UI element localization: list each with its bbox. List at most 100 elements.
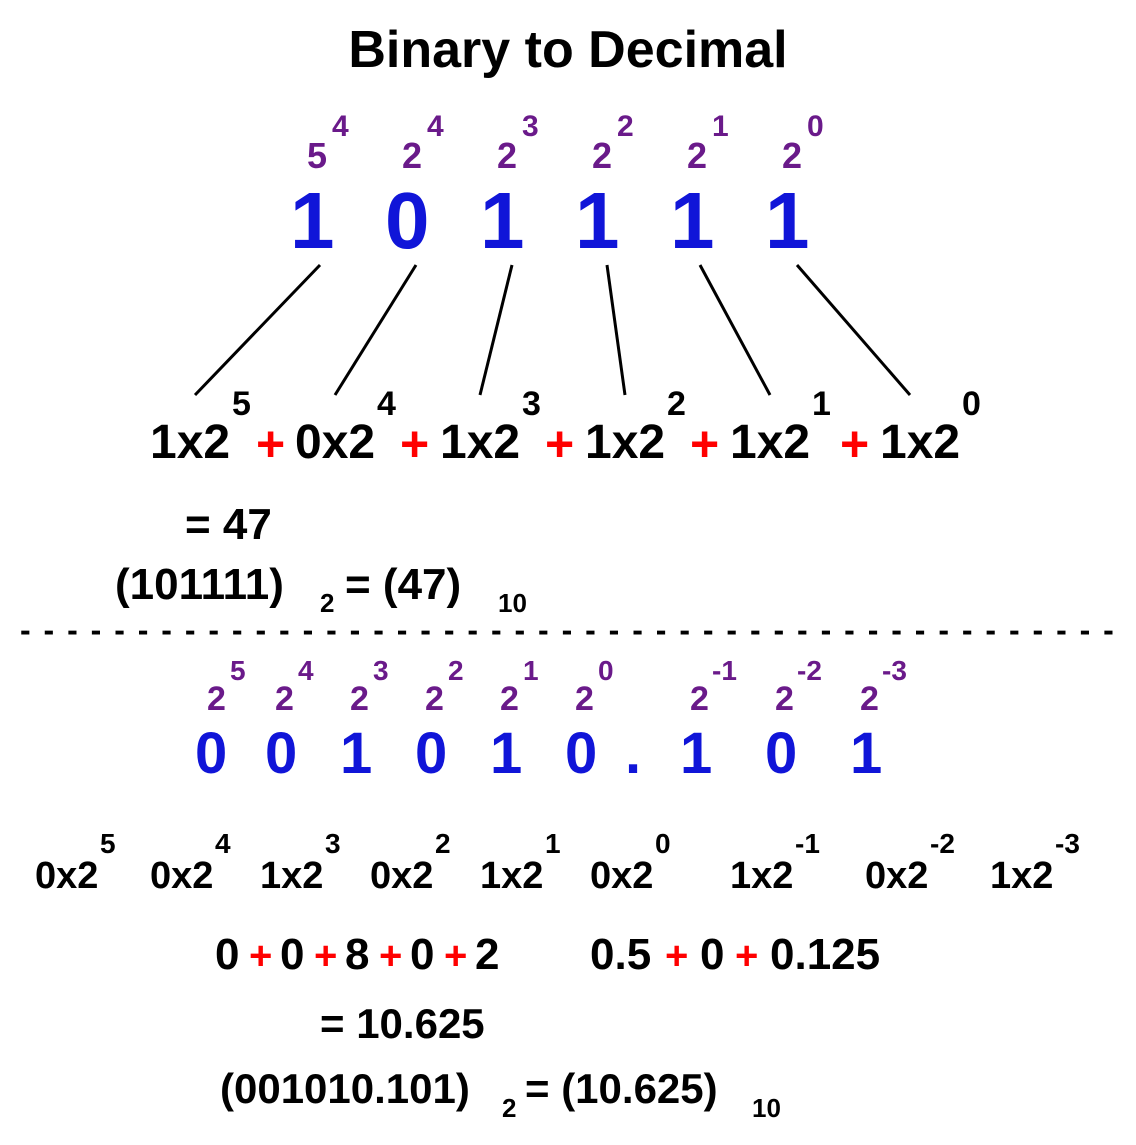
ex2-term-2: 1x2 bbox=[260, 855, 323, 898]
ex2-term-4: 1x2 bbox=[480, 855, 543, 898]
ex2-power-base-1: 2 bbox=[275, 680, 294, 719]
ex1-notation-sub2: 10 bbox=[498, 588, 527, 619]
ex2-sum-frac-plus-0: + bbox=[665, 934, 688, 979]
ex2-digit-3: 0 bbox=[415, 720, 447, 787]
ex1-power-base-0: 5 bbox=[307, 135, 327, 177]
ex1-notation-sub1: 2 bbox=[320, 588, 334, 619]
ex1-digit-5: 1 bbox=[765, 175, 810, 267]
ex2-digit-9: 1 bbox=[850, 720, 882, 787]
divider-line: - - - - - - - - - - - - - - - - - - - - … bbox=[20, 612, 1116, 649]
ex2-digit-8: 0 bbox=[765, 720, 797, 787]
ex1-power-base-3: 2 bbox=[592, 135, 612, 177]
ex2-power-exp-0: 5 bbox=[230, 655, 246, 687]
ex2-digit-5: 0 bbox=[565, 720, 597, 787]
ex1-result: = 47 bbox=[185, 500, 272, 550]
ex1-power-exp-4: 1 bbox=[712, 110, 729, 144]
ex1-connector-5 bbox=[797, 265, 910, 395]
ex2-power-base-2: 2 bbox=[350, 680, 369, 719]
ex2-notation-pre: (001010.101) bbox=[220, 1065, 470, 1113]
ex1-digit-4: 1 bbox=[670, 175, 715, 267]
ex2-power-exp-7: -2 bbox=[797, 655, 822, 687]
ex1-term-5: 1x2 bbox=[880, 415, 960, 470]
ex2-digit-0: 0 bbox=[195, 720, 227, 787]
ex2-power-base-7: 2 bbox=[775, 680, 794, 719]
ex2-digit-6: . bbox=[625, 720, 641, 787]
ex1-digit-0: 1 bbox=[290, 175, 335, 267]
ex2-power-exp-2: 3 bbox=[373, 655, 389, 687]
ex2-digit-1: 0 bbox=[265, 720, 297, 787]
ex2-power-exp-5: 0 bbox=[598, 655, 614, 687]
ex2-power-base-0: 2 bbox=[207, 680, 226, 719]
ex2-power-exp-4: 1 bbox=[523, 655, 539, 687]
ex2-sum-int-plus-2: + bbox=[379, 934, 402, 979]
ex2-term-6: 1x2 bbox=[730, 855, 793, 898]
ex1-digit-3: 1 bbox=[575, 175, 620, 267]
ex2-power-exp-1: 4 bbox=[298, 655, 314, 687]
ex1-term-exp-0: 5 bbox=[232, 385, 251, 424]
ex1-plus-0: + bbox=[256, 415, 285, 473]
ex2-term-exp-6: -1 bbox=[795, 828, 820, 860]
ex2-term-exp-1: 4 bbox=[215, 828, 231, 860]
ex2-sum-int-1: 0 bbox=[280, 930, 304, 980]
ex2-term-exp-2: 3 bbox=[325, 828, 341, 860]
ex2-sum-int-plus-1: + bbox=[314, 934, 337, 979]
ex2-sum-int-3: 0 bbox=[410, 930, 434, 980]
ex1-power-base-2: 2 bbox=[497, 135, 517, 177]
ex1-power-base-4: 2 bbox=[687, 135, 707, 177]
ex2-term-7: 0x2 bbox=[865, 855, 928, 898]
ex2-power-base-6: 2 bbox=[690, 680, 709, 719]
ex2-term-8: 1x2 bbox=[990, 855, 1053, 898]
ex2-digit-4: 1 bbox=[490, 720, 522, 787]
ex1-power-base-1: 2 bbox=[402, 135, 422, 177]
ex2-sum-int-2: 8 bbox=[345, 930, 369, 980]
ex2-digit-7: 1 bbox=[680, 720, 712, 787]
ex1-term-exp-2: 3 bbox=[522, 385, 541, 424]
page-title: Binary to Decimal bbox=[0, 20, 1136, 80]
ex2-term-3: 0x2 bbox=[370, 855, 433, 898]
ex2-term-exp-7: -2 bbox=[930, 828, 955, 860]
ex1-connector-3 bbox=[607, 265, 625, 395]
ex2-sum-int-0: 0 bbox=[215, 930, 239, 980]
ex1-plus-1: + bbox=[400, 415, 429, 473]
ex1-connector-2 bbox=[480, 265, 512, 395]
ex1-term-exp-4: 1 bbox=[812, 385, 831, 424]
ex2-notation-sub1: 2 bbox=[502, 1093, 516, 1124]
ex2-digit-2: 1 bbox=[340, 720, 372, 787]
ex1-connector-1 bbox=[335, 265, 416, 395]
ex2-result: = 10.625 bbox=[320, 1000, 485, 1048]
ex2-sum-int-4: 2 bbox=[475, 930, 499, 980]
ex2-term-0: 0x2 bbox=[35, 855, 98, 898]
ex1-term-3: 1x2 bbox=[585, 415, 665, 470]
ex2-term-exp-5: 0 bbox=[655, 828, 671, 860]
ex1-digit-1: 0 bbox=[385, 175, 430, 267]
ex2-term-exp-0: 5 bbox=[100, 828, 116, 860]
ex1-notation-mid: = (47) bbox=[345, 560, 461, 610]
ex1-term-0: 1x2 bbox=[150, 415, 230, 470]
ex1-term-4: 1x2 bbox=[730, 415, 810, 470]
ex2-power-exp-3: 2 bbox=[448, 655, 464, 687]
ex1-power-exp-5: 0 bbox=[807, 110, 824, 144]
ex1-connector-4 bbox=[700, 265, 770, 395]
ex2-power-exp-6: -1 bbox=[712, 655, 737, 687]
ex2-power-base-4: 2 bbox=[500, 680, 519, 719]
ex2-term-exp-4: 1 bbox=[545, 828, 561, 860]
ex1-plus-4: + bbox=[840, 415, 869, 473]
ex2-sum-frac-plus-1: + bbox=[735, 934, 758, 979]
ex2-notation-sub2: 10 bbox=[752, 1093, 781, 1124]
ex1-digit-2: 1 bbox=[480, 175, 525, 267]
ex2-sum-frac-2: 0.125 bbox=[770, 930, 880, 980]
ex2-term-exp-8: -3 bbox=[1055, 828, 1080, 860]
ex2-notation-mid: = (10.625) bbox=[525, 1065, 718, 1113]
ex1-plus-3: + bbox=[690, 415, 719, 473]
ex1-term-exp-3: 2 bbox=[667, 385, 686, 424]
ex2-power-exp-8: -3 bbox=[882, 655, 907, 687]
ex1-power-exp-1: 4 bbox=[427, 110, 444, 144]
ex1-plus-2: + bbox=[545, 415, 574, 473]
ex1-power-base-5: 2 bbox=[782, 135, 802, 177]
ex1-term-exp-5: 0 bbox=[962, 385, 981, 424]
ex1-term-2: 1x2 bbox=[440, 415, 520, 470]
ex2-term-5: 0x2 bbox=[590, 855, 653, 898]
ex2-sum-int-plus-0: + bbox=[249, 934, 272, 979]
ex1-notation-pre: (101111) bbox=[115, 560, 284, 610]
ex1-power-exp-2: 3 bbox=[522, 110, 539, 144]
